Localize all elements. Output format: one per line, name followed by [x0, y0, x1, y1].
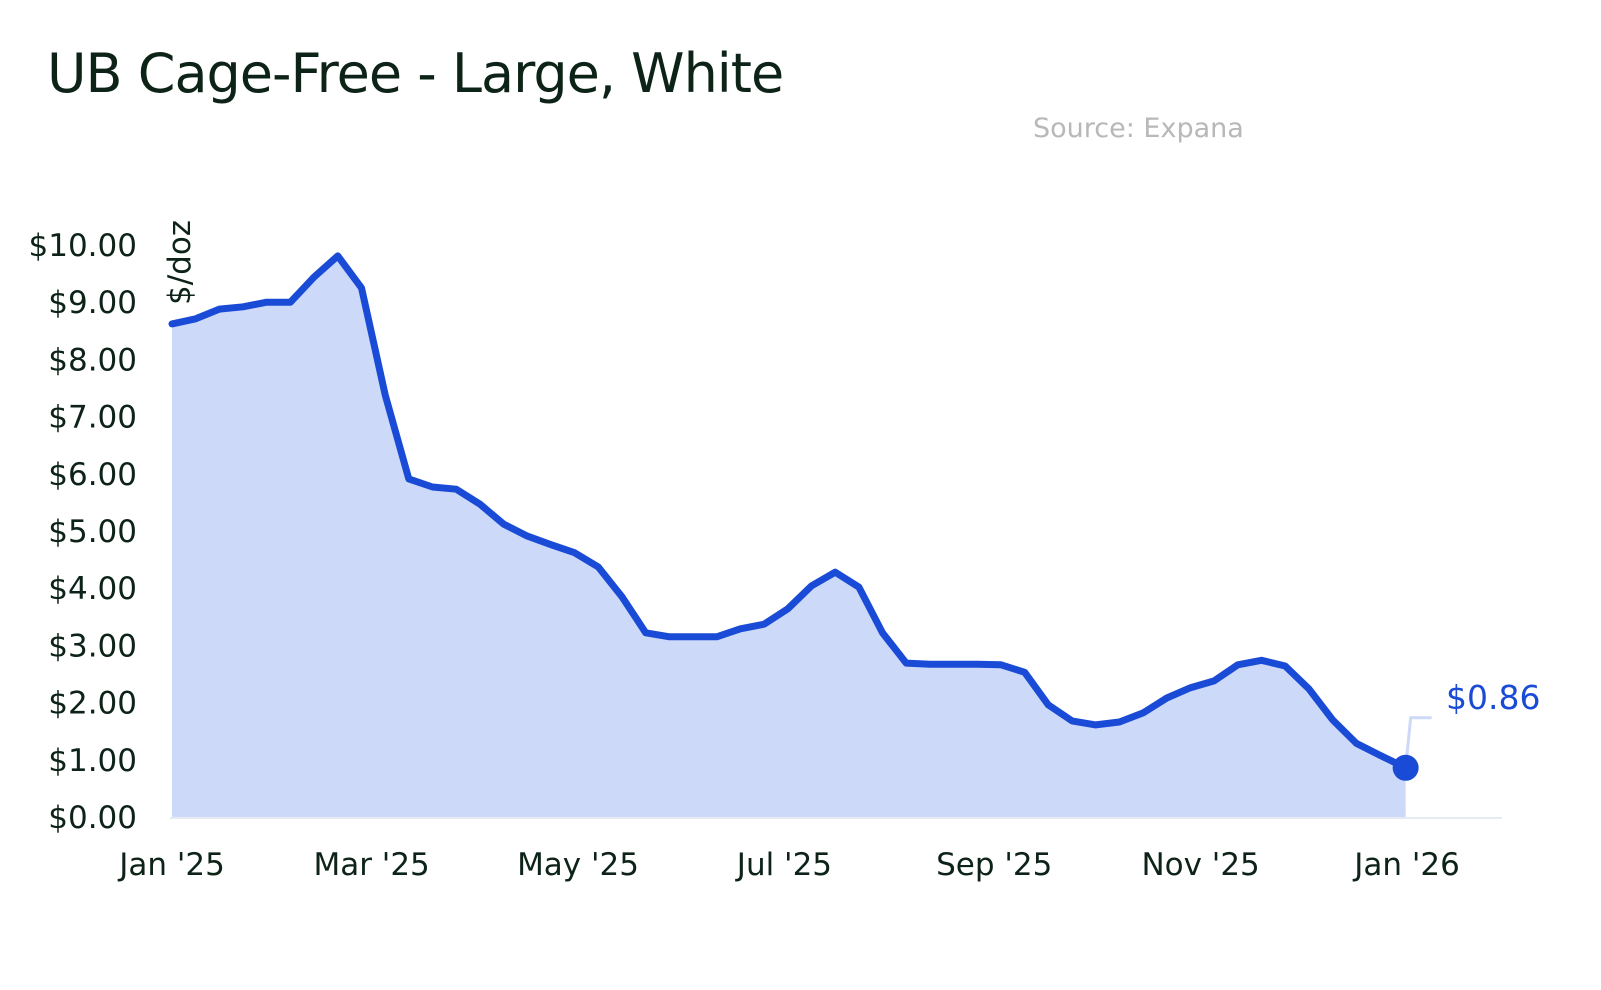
source-label: Source: Expana — [1033, 113, 1244, 144]
y-tick-label: $6.00 — [48, 457, 137, 493]
chart-title: UB Cage-Free - Large, White — [47, 42, 784, 105]
y-tick-label: $3.00 — [48, 628, 137, 664]
series-line — [168, 252, 1410, 772]
y-tick-label: $9.00 — [48, 285, 137, 321]
x-tick-label: Jul '25 — [735, 847, 832, 883]
y-tick-label: $10.00 — [29, 228, 137, 264]
last-point-marker — [1392, 754, 1419, 781]
x-tick-label: Nov '25 — [1141, 847, 1259, 883]
y-tick-label: $0.00 — [48, 800, 137, 836]
y-tick-label: $2.00 — [48, 686, 137, 722]
x-tick-label: Mar '25 — [313, 847, 429, 883]
y-axis-label: $/doz — [162, 220, 198, 305]
x-tick-label: Jan '25 — [117, 847, 225, 883]
x-tick-label: Jan '26 — [1352, 847, 1460, 883]
x-tick-label: May '25 — [517, 847, 639, 883]
annotation-label: $0.86 — [1446, 678, 1540, 717]
y-tick-label: $5.00 — [48, 514, 137, 550]
x-tick-label: Sep '25 — [936, 847, 1052, 883]
y-tick-label: $1.00 — [48, 743, 137, 779]
y-tick-label: $8.00 — [48, 342, 137, 378]
y-tick-label: $7.00 — [48, 400, 137, 436]
series-area — [172, 255, 1406, 817]
annotation-leader — [1404, 716, 1432, 768]
y-tick-label: $4.00 — [48, 571, 137, 607]
